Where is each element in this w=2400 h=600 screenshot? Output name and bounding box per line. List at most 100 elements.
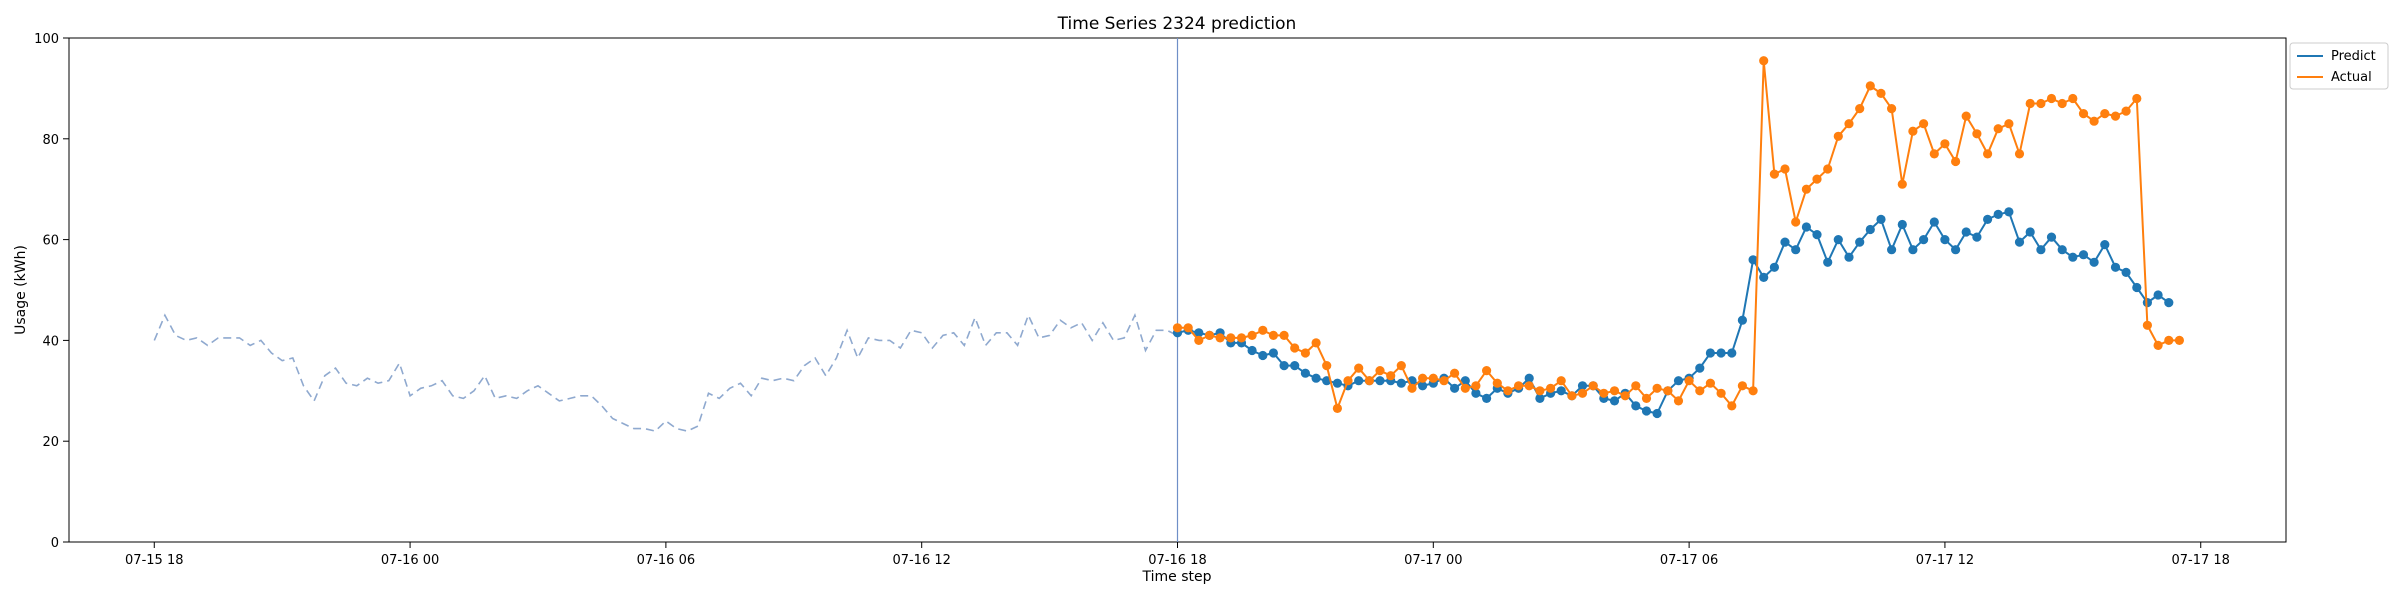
data-point-predict: [1332, 378, 1342, 388]
data-point-predict: [1311, 373, 1321, 383]
data-point-actual: [1183, 323, 1193, 333]
data-point-actual: [1311, 338, 1321, 348]
data-point-predict: [1727, 348, 1737, 358]
data-point-predict: [2153, 290, 2163, 300]
data-point-actual: [1204, 330, 1215, 340]
data-point-actual: [1791, 217, 1801, 227]
y-tick-label: 20: [42, 435, 59, 450]
data-point-predict: [1855, 237, 1865, 247]
data-point-predict: [1865, 224, 1875, 235]
data-point-predict: [1258, 350, 1268, 361]
data-point-actual: [1599, 388, 1609, 398]
data-point-predict: [1300, 368, 1310, 378]
data-point-actual: [1524, 381, 1534, 391]
data-point-actual: [1983, 149, 1993, 159]
data-point-predict: [2004, 207, 2014, 217]
data-point-actual: [1716, 388, 1726, 398]
y-tick-label: 0: [51, 536, 59, 551]
data-point-actual: [1546, 383, 1556, 393]
data-point-actual: [2036, 98, 2046, 109]
data-point-actual: [2164, 335, 2174, 345]
data-point-actual: [1300, 348, 1310, 358]
data-point-predict: [1695, 363, 1705, 373]
data-point-predict: [1450, 383, 1460, 393]
data-point-actual: [2078, 109, 2089, 119]
data-point-actual: [2132, 93, 2142, 104]
data-point-actual: [2142, 320, 2152, 330]
data-point-actual: [2046, 93, 2057, 104]
data-point-actual: [2110, 111, 2121, 121]
data-point-actual: [1375, 366, 1385, 376]
data-point-actual: [1940, 139, 1950, 149]
legend-label-predict: Predict: [2331, 49, 2376, 64]
x-tick-label: 07-15 18: [125, 553, 183, 568]
data-point-predict: [2025, 227, 2035, 237]
y-tick-label: 80: [42, 133, 59, 148]
data-point-predict: [1279, 361, 1289, 371]
data-point-actual: [1663, 386, 1673, 396]
data-point-actual: [1577, 388, 1588, 398]
data-point-actual: [1855, 104, 1865, 114]
data-point-actual: [1812, 174, 1822, 184]
data-point-predict: [1556, 386, 1566, 396]
data-point-predict: [2100, 240, 2110, 250]
data-point-predict: [1887, 245, 1897, 255]
data-point-actual: [1887, 104, 1897, 114]
data-point-actual: [1908, 126, 1918, 136]
data-point-actual: [2004, 119, 2014, 129]
data-point-actual: [1897, 179, 1907, 189]
data-point-actual: [1450, 368, 1460, 378]
x-tick-label: 07-17 18: [2172, 553, 2230, 568]
data-point-actual: [1961, 111, 1971, 121]
data-point-actual: [1503, 386, 1513, 396]
data-point-actual: [1769, 169, 1779, 179]
data-point-actual: [1759, 56, 1769, 66]
data-point-predict: [2121, 267, 2131, 277]
data-point-predict: [2046, 232, 2057, 242]
data-point-predict: [1993, 209, 2003, 219]
data-point-predict: [1652, 408, 1662, 419]
legend-label-actual: Actual: [2331, 70, 2372, 85]
data-point-actual: [1322, 361, 1332, 371]
data-point-actual: [1684, 376, 1694, 386]
data-point-predict: [1673, 376, 1684, 386]
data-point-predict: [1876, 214, 1886, 224]
data-point-actual: [1929, 149, 1939, 159]
data-point-predict: [1737, 315, 1747, 325]
series-layer: [153, 56, 2184, 432]
data-point-actual: [1215, 333, 1225, 343]
data-point-actual: [1972, 129, 1982, 139]
data-point-predict: [1801, 222, 1811, 232]
data-point-actual: [1279, 330, 1289, 340]
data-point-predict: [1951, 245, 1961, 255]
data-point-actual: [2014, 149, 2025, 159]
data-point-predict: [1791, 245, 1801, 255]
data-point-predict: [1194, 328, 1204, 338]
data-point-predict: [1823, 257, 1833, 267]
data-point-actual: [1673, 396, 1684, 406]
data-point-actual: [1407, 383, 1417, 393]
data-point-actual: [1290, 343, 1300, 353]
data-point-predict: [1375, 376, 1385, 386]
data-point-actual: [1460, 383, 1470, 393]
data-point-actual: [2025, 98, 2035, 109]
legend: Predict Actual: [2289, 42, 2389, 90]
data-point-actual: [1343, 376, 1353, 386]
data-point-actual: [1737, 381, 1747, 391]
x-tick-label: 07-16 12: [892, 553, 950, 568]
data-point-actual: [1609, 386, 1620, 396]
data-point-actual: [1620, 391, 1630, 401]
data-point-actual: [1588, 381, 1598, 391]
data-point-predict: [2089, 257, 2099, 267]
data-point-actual: [1652, 383, 1662, 393]
data-point-actual: [1439, 376, 1449, 386]
data-point-predict: [1769, 262, 1779, 272]
x-axis: 07-15 18 07-16 00 07-16 06 07-16 12 07-16 18…: [125, 542, 2230, 568]
x-axis-label: Time step: [1142, 569, 1212, 585]
data-point-actual: [1268, 330, 1278, 340]
x-tick-label: 07-17 06: [1660, 553, 1718, 568]
data-point-actual: [2153, 340, 2163, 350]
data-point-predict: [1983, 214, 1993, 224]
